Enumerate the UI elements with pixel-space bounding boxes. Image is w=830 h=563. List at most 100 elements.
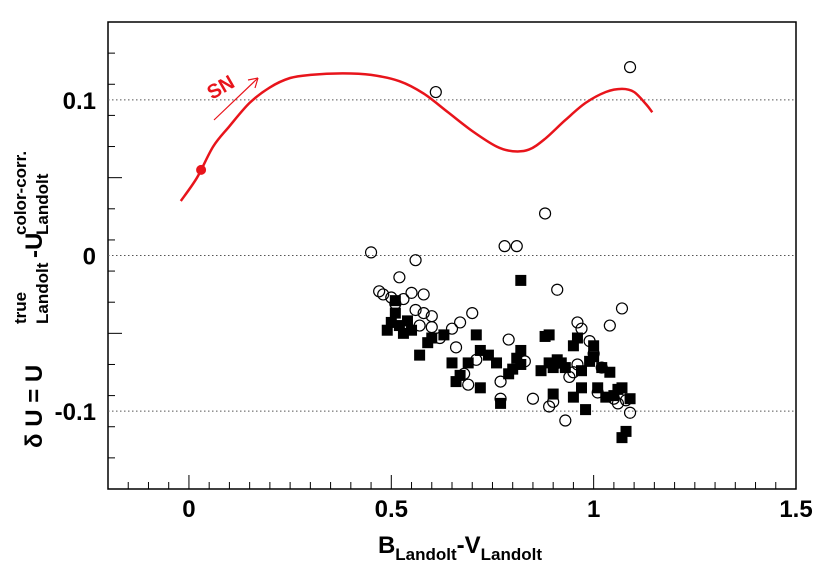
filled-square-point [567,391,579,403]
filled-square-point [511,352,523,364]
filled-square-point [389,307,401,319]
filled-square-point [507,363,519,375]
open-circle-point [498,240,511,253]
open-circle-point [445,322,459,335]
filled-square-point [596,362,608,374]
sn-curve-layer [179,72,654,202]
filled-square-point [393,320,405,332]
filled-square-point [608,390,620,402]
filled-square-point [620,425,632,437]
open-circle-point [559,414,572,427]
filled-square-point [482,349,494,361]
sn-curve-line [179,72,654,202]
filled-square-point [491,357,503,369]
filled-square-point [547,388,559,400]
filled-square-point [381,324,393,336]
x-title-sub2: Landolt [481,545,543,563]
open-circle-point [502,333,515,346]
sn-annotation: SN [204,71,259,121]
open-circle-point [409,254,422,267]
filled-square-point [592,382,604,394]
open-circle-point [603,319,616,332]
axis-ticks [107,21,797,490]
y-tick-label: 0.1 [63,88,96,115]
y-axis-title: δ U = U [21,365,48,448]
y-title-mid: -U [21,233,48,258]
filled-square-point [576,382,588,394]
y-axis-title-group: δ U = U true Landolt -U color-corr. Land… [11,151,52,448]
x-tick-labels: 0 0.5 1 1.5 [182,496,812,523]
filled-square-point [454,369,466,381]
sn-arrow-line [213,77,259,121]
y-title-sub2: Landolt [33,173,52,235]
open-circle-point [462,378,475,391]
x-tick-label: 1.5 [779,496,812,523]
filled-square-point [474,382,486,394]
filled-square-point [438,329,450,341]
open-circle-series [364,61,637,427]
filled-square-point [580,404,592,416]
x-title-sub1: Landolt [395,545,457,563]
filled-square-point [495,397,507,409]
filled-square-point [588,351,600,363]
sn-arrow-head-icon [247,77,259,89]
filled-square-point [446,357,458,369]
filled-square-point [600,391,612,403]
x-tick-label: 1 [587,496,600,523]
open-circle-point [494,375,507,388]
open-circle-point [623,406,637,419]
filled-square-point [571,332,583,344]
open-circle-point [551,283,564,296]
y-tick-label: -0.1 [55,399,96,426]
filled-square-point [567,340,579,352]
filled-square-point [624,393,636,405]
filled-square-point [397,327,409,339]
filled-square-point [474,344,486,356]
open-circle-point [417,306,430,320]
filled-square-point [385,316,397,328]
y-title-sup1: true [11,292,30,324]
filled-square-point [462,357,474,369]
x-tick-label: 0.5 [375,496,408,523]
filled-square-point [547,362,559,374]
open-circle-point [405,286,418,299]
open-circle-point [417,288,430,301]
filled-square-point [401,315,413,327]
grid-lines [108,99,796,412]
filled-square-point [414,349,426,361]
open-circle-point [429,85,442,99]
x-tick-label: 0 [182,496,195,523]
open-circle-point [526,392,540,405]
filled-square-point [543,329,555,341]
open-circle-point [373,285,386,298]
open-circle-point [393,271,406,284]
filled-square-point [616,382,628,394]
open-circle-point [571,316,584,329]
filled-square-point [559,362,571,374]
open-circle-point [377,288,390,301]
open-circle-point [409,303,422,317]
open-circle-point [466,306,479,320]
filled-square-point [576,365,588,377]
y-title-sup2: color-corr. [11,151,30,235]
filled-square-point [450,376,462,388]
filled-square-point [406,324,418,336]
open-circle-point [425,321,438,334]
filled-square-point [535,365,547,377]
filled-square-point [470,329,482,341]
open-circle-point [538,207,552,220]
open-circle-point [623,61,637,74]
filled-square-point [389,295,401,307]
x-axis-title: BLandolt-VLandolt [378,532,542,563]
open-circle-point [543,400,556,413]
open-circle-point [615,302,629,315]
y-title-sub1: Landolt [33,262,52,324]
filled-square-series [381,274,636,444]
open-circle-point [364,246,378,259]
sn-curve-marker [196,164,207,175]
open-circle-point [510,240,523,253]
open-circle-point [449,341,463,354]
filled-square-point [426,332,438,344]
filled-square-point [515,358,527,370]
